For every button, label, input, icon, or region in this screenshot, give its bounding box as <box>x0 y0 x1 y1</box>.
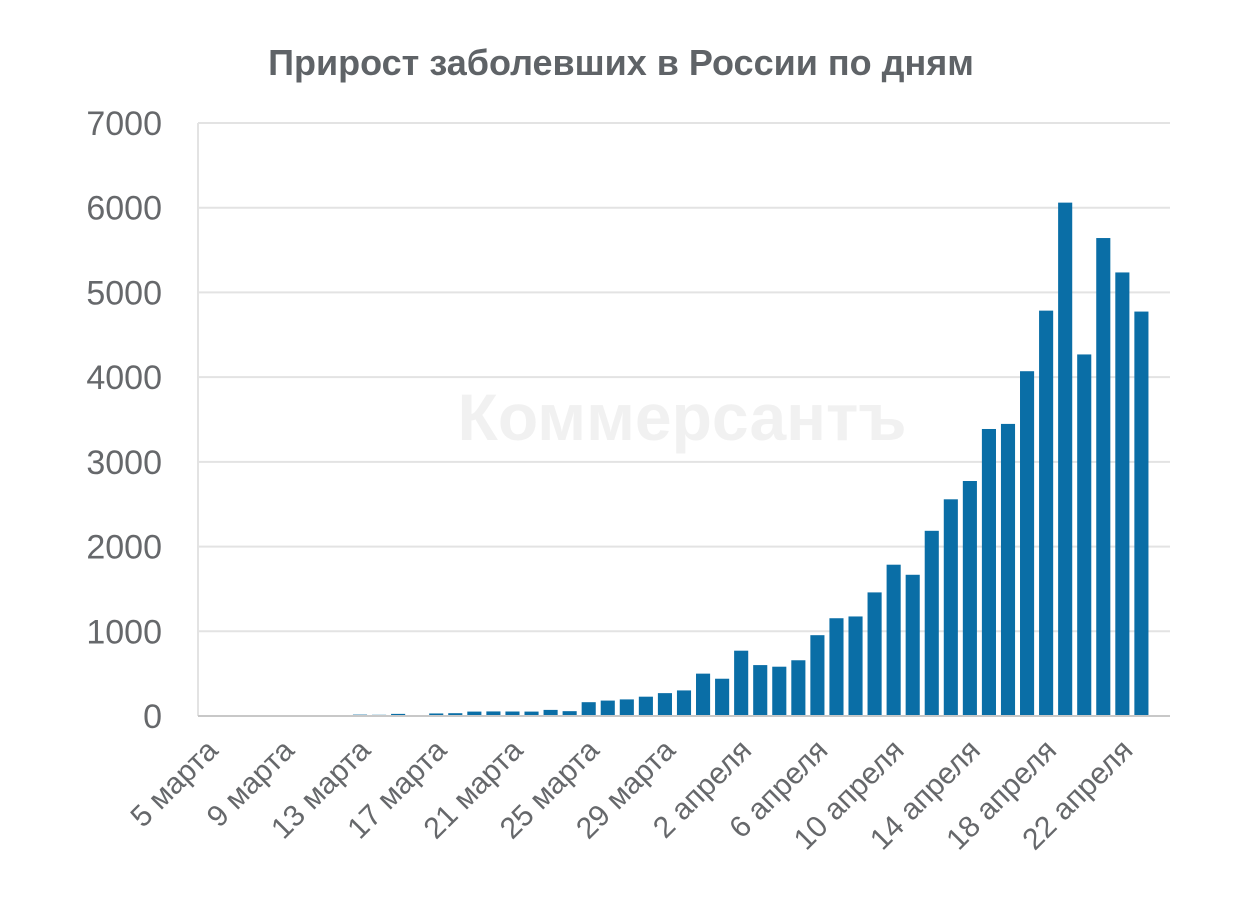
bar <box>905 574 920 716</box>
bar <box>753 665 768 716</box>
watermark: Коммерсантъ <box>458 380 907 454</box>
bar <box>772 666 787 716</box>
chart-title: Прирост заболевших в России по дням <box>268 42 974 83</box>
bar <box>1077 354 1092 716</box>
bar <box>981 428 996 716</box>
bar <box>467 711 482 716</box>
bar <box>829 618 844 716</box>
bar <box>619 699 634 716</box>
y-axis-labels: 0 1000 2000 3000 4000 5000 6000 7000 <box>86 105 162 736</box>
bar <box>943 499 958 716</box>
y-tick-label: 5000 <box>86 274 162 312</box>
y-tick-label: 4000 <box>86 359 162 397</box>
bar <box>848 616 863 716</box>
bar <box>600 700 615 716</box>
bar <box>1039 310 1054 716</box>
y-tick-label: 0 <box>143 698 162 736</box>
bar <box>1000 423 1016 716</box>
bar <box>448 713 463 716</box>
gridlines <box>198 122 1170 633</box>
bar <box>505 711 520 716</box>
bar <box>562 711 577 716</box>
y-tick-label: 7000 <box>86 105 162 143</box>
bar <box>524 711 539 716</box>
bar <box>1058 202 1073 716</box>
bars <box>200 202 1149 717</box>
bar <box>886 564 901 716</box>
bar <box>962 481 977 716</box>
bar <box>657 693 672 716</box>
y-tick-label: 1000 <box>86 613 162 651</box>
bar <box>543 709 558 716</box>
y-tick-label: 2000 <box>86 529 162 567</box>
bar <box>867 592 882 716</box>
bar <box>391 713 406 716</box>
bar <box>734 650 749 716</box>
y-tick-label: 6000 <box>86 190 162 228</box>
y-tick-label: 3000 <box>86 444 162 482</box>
bar <box>696 673 711 716</box>
bar <box>429 713 444 716</box>
bar <box>1134 311 1149 716</box>
bar <box>924 530 939 716</box>
bar <box>638 696 653 716</box>
bar <box>676 690 692 716</box>
bar <box>791 660 806 716</box>
bar <box>486 711 501 716</box>
bar <box>1020 371 1035 716</box>
bar <box>1115 272 1130 716</box>
bar <box>715 678 730 716</box>
bar <box>1096 238 1111 717</box>
bar <box>810 635 825 716</box>
bar <box>581 702 596 716</box>
